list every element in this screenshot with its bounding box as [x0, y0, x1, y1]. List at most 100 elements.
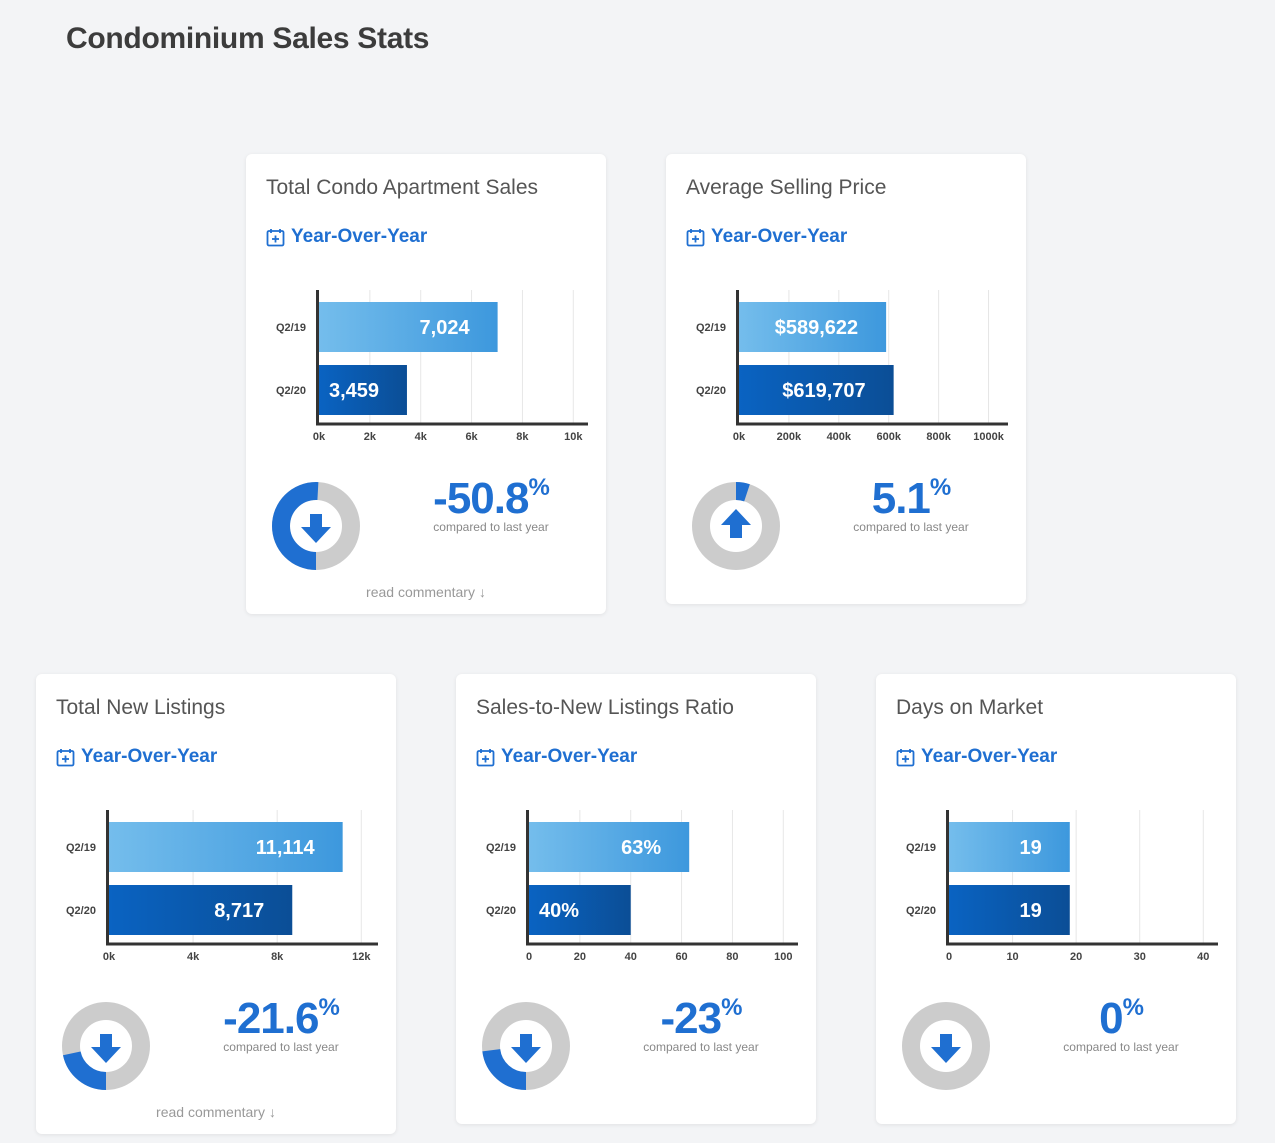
bar-chart: 0k 200k 400k 600k 800k 1000k Q2/19 $589,622 Q2/2…: [696, 290, 1008, 443]
bar: [529, 885, 631, 935]
change-value: -21.6%: [186, 994, 376, 1044]
x-tick-label: 4k: [187, 951, 200, 963]
change-value: 5.1%: [816, 474, 1006, 524]
x-tick-label: 10: [1006, 951, 1018, 963]
x-tick-label: 60: [675, 951, 687, 963]
change-number: -50.8: [433, 474, 529, 523]
donut-segment: [482, 1002, 570, 1090]
x-tick-label: 800k: [926, 431, 951, 443]
y-category-label: Q2/20: [276, 385, 306, 397]
change-summary: 5.1% compared to last year: [816, 474, 1006, 534]
commentary-label: read commentary: [366, 584, 475, 600]
card-total-new-listings: Total New Listings Year-Over-Year 0k 4k 8k 12…: [36, 674, 396, 1134]
x-tick-label: 20: [1070, 951, 1082, 963]
change-donut: [482, 1002, 570, 1090]
calendar-icon: [476, 748, 495, 766]
change-unit: %: [929, 474, 951, 501]
period-selector[interactable]: Year-Over-Year: [476, 746, 637, 768]
y-category-label: Q2/20: [696, 385, 726, 397]
x-tick-label: 20: [574, 951, 586, 963]
x-tick-label: 40: [625, 951, 637, 963]
arrow-down-icon: ↓: [268, 1104, 276, 1120]
change-caption: compared to last year: [433, 520, 549, 534]
x-tick-label: 0k: [103, 951, 116, 963]
card-average-selling-price: Average Selling Price Year-Over-Year 0k 200…: [666, 154, 1026, 604]
arrow-down-icon: ↓: [478, 584, 486, 600]
x-tick-label: 0k: [313, 431, 326, 443]
bar: [529, 822, 690, 872]
calendar-icon: [686, 228, 705, 246]
y-category-label: Q2/19: [276, 322, 306, 334]
change-donut: [62, 1002, 150, 1090]
bar-chart: 0k 2k 4k 6k 8k 10k Q2/19 7,024 Q2/20 3,459: [276, 290, 588, 443]
change-number: 5.1: [871, 474, 931, 523]
x-tick-label: 10k: [564, 431, 583, 443]
period-label: Year-Over-Year: [711, 226, 848, 247]
arrow-up-icon: [721, 509, 751, 538]
change-number: 0: [1099, 994, 1124, 1043]
x-tick-label: 400k: [827, 431, 852, 443]
change-summary: -23% compared to last year: [606, 994, 796, 1054]
bar: [319, 365, 407, 415]
x-tick-label: 0: [946, 951, 952, 963]
bar-value-label: 19: [1020, 900, 1042, 922]
card-sales-to-new-listings-ratio: Sales-to-New Listings Ratio Year-Over-Yea…: [456, 674, 816, 1124]
x-tick-label: 8k: [271, 951, 284, 963]
y-category-label: Q2/19: [906, 842, 936, 854]
y-category-label: Q2/20: [66, 905, 96, 917]
change-number: -21.6: [223, 994, 319, 1043]
change-summary: -50.8% compared to last year: [396, 474, 586, 534]
y-category-label: Q2/20: [486, 905, 516, 917]
bar-value-label: 8,717: [214, 900, 264, 922]
bar: [949, 822, 1070, 872]
x-tick-label: 4k: [415, 431, 428, 443]
arrow-down-icon: [301, 514, 331, 543]
bar-value-label: $589,622: [775, 317, 858, 339]
arrow-down-icon: [511, 1034, 541, 1063]
bar: [949, 885, 1070, 935]
bar: [739, 365, 894, 415]
period-label: Year-Over-Year: [921, 746, 1058, 767]
period-label: Year-Over-Year: [501, 746, 638, 767]
change-caption: compared to last year: [1063, 1040, 1179, 1054]
change-caption: compared to last year: [853, 520, 969, 534]
bar-value-label: 40%: [539, 900, 579, 922]
x-tick-label: 80: [726, 951, 738, 963]
change-donut: [272, 482, 360, 570]
bar-value-label: $619,707: [782, 380, 865, 402]
change-summary: -21.6% compared to last year: [186, 994, 376, 1054]
bar: [739, 302, 887, 352]
bar-value-label: 19: [1020, 837, 1042, 859]
y-category-label: Q2/19: [486, 842, 516, 854]
card-title: Days on Market: [896, 696, 1044, 719]
x-tick-label: 600k: [876, 431, 901, 443]
card-title: Sales-to-New Listings Ratio: [476, 696, 734, 719]
period-selector[interactable]: Year-Over-Year: [56, 746, 217, 768]
x-tick-label: 0: [526, 951, 532, 963]
x-tick-label: 12k: [352, 951, 371, 963]
read-commentary-link[interactable]: read commentary ↓: [36, 1104, 396, 1120]
x-tick-label: 8k: [516, 431, 529, 443]
bar-chart: 0 20 40 60 80 100 Q2/19 63% Q2/20 40%: [486, 810, 798, 963]
period-selector[interactable]: Year-Over-Year: [266, 226, 427, 248]
read-commentary-link[interactable]: read commentary ↓: [246, 584, 606, 600]
card-days-on-market: Days on Market Year-Over-Year 0 10 20 30 40 Q2/…: [876, 674, 1236, 1124]
calendar-icon: [266, 228, 285, 246]
bar: [109, 885, 293, 935]
page-title: Condominium Sales Stats: [66, 22, 430, 55]
bar-chart: 0 10 20 30 40 Q2/19 19 Q2/20 19: [906, 810, 1218, 963]
change-unit: %: [318, 994, 339, 1021]
card-title: Average Selling Price: [686, 176, 887, 199]
bar-value-label: 3,459: [329, 380, 379, 402]
y-category-label: Q2/19: [696, 322, 726, 334]
donut-segment: [692, 482, 780, 570]
change-value: -23%: [606, 994, 796, 1044]
period-selector[interactable]: Year-Over-Year: [896, 746, 1057, 768]
period-selector[interactable]: Year-Over-Year: [686, 226, 847, 248]
x-tick-label: 0k: [733, 431, 746, 443]
change-unit: %: [1122, 994, 1144, 1021]
bar: [109, 822, 343, 872]
change-unit: %: [528, 474, 549, 501]
bar-value-label: 7,024: [420, 317, 471, 339]
commentary-label: read commentary: [156, 1104, 265, 1120]
